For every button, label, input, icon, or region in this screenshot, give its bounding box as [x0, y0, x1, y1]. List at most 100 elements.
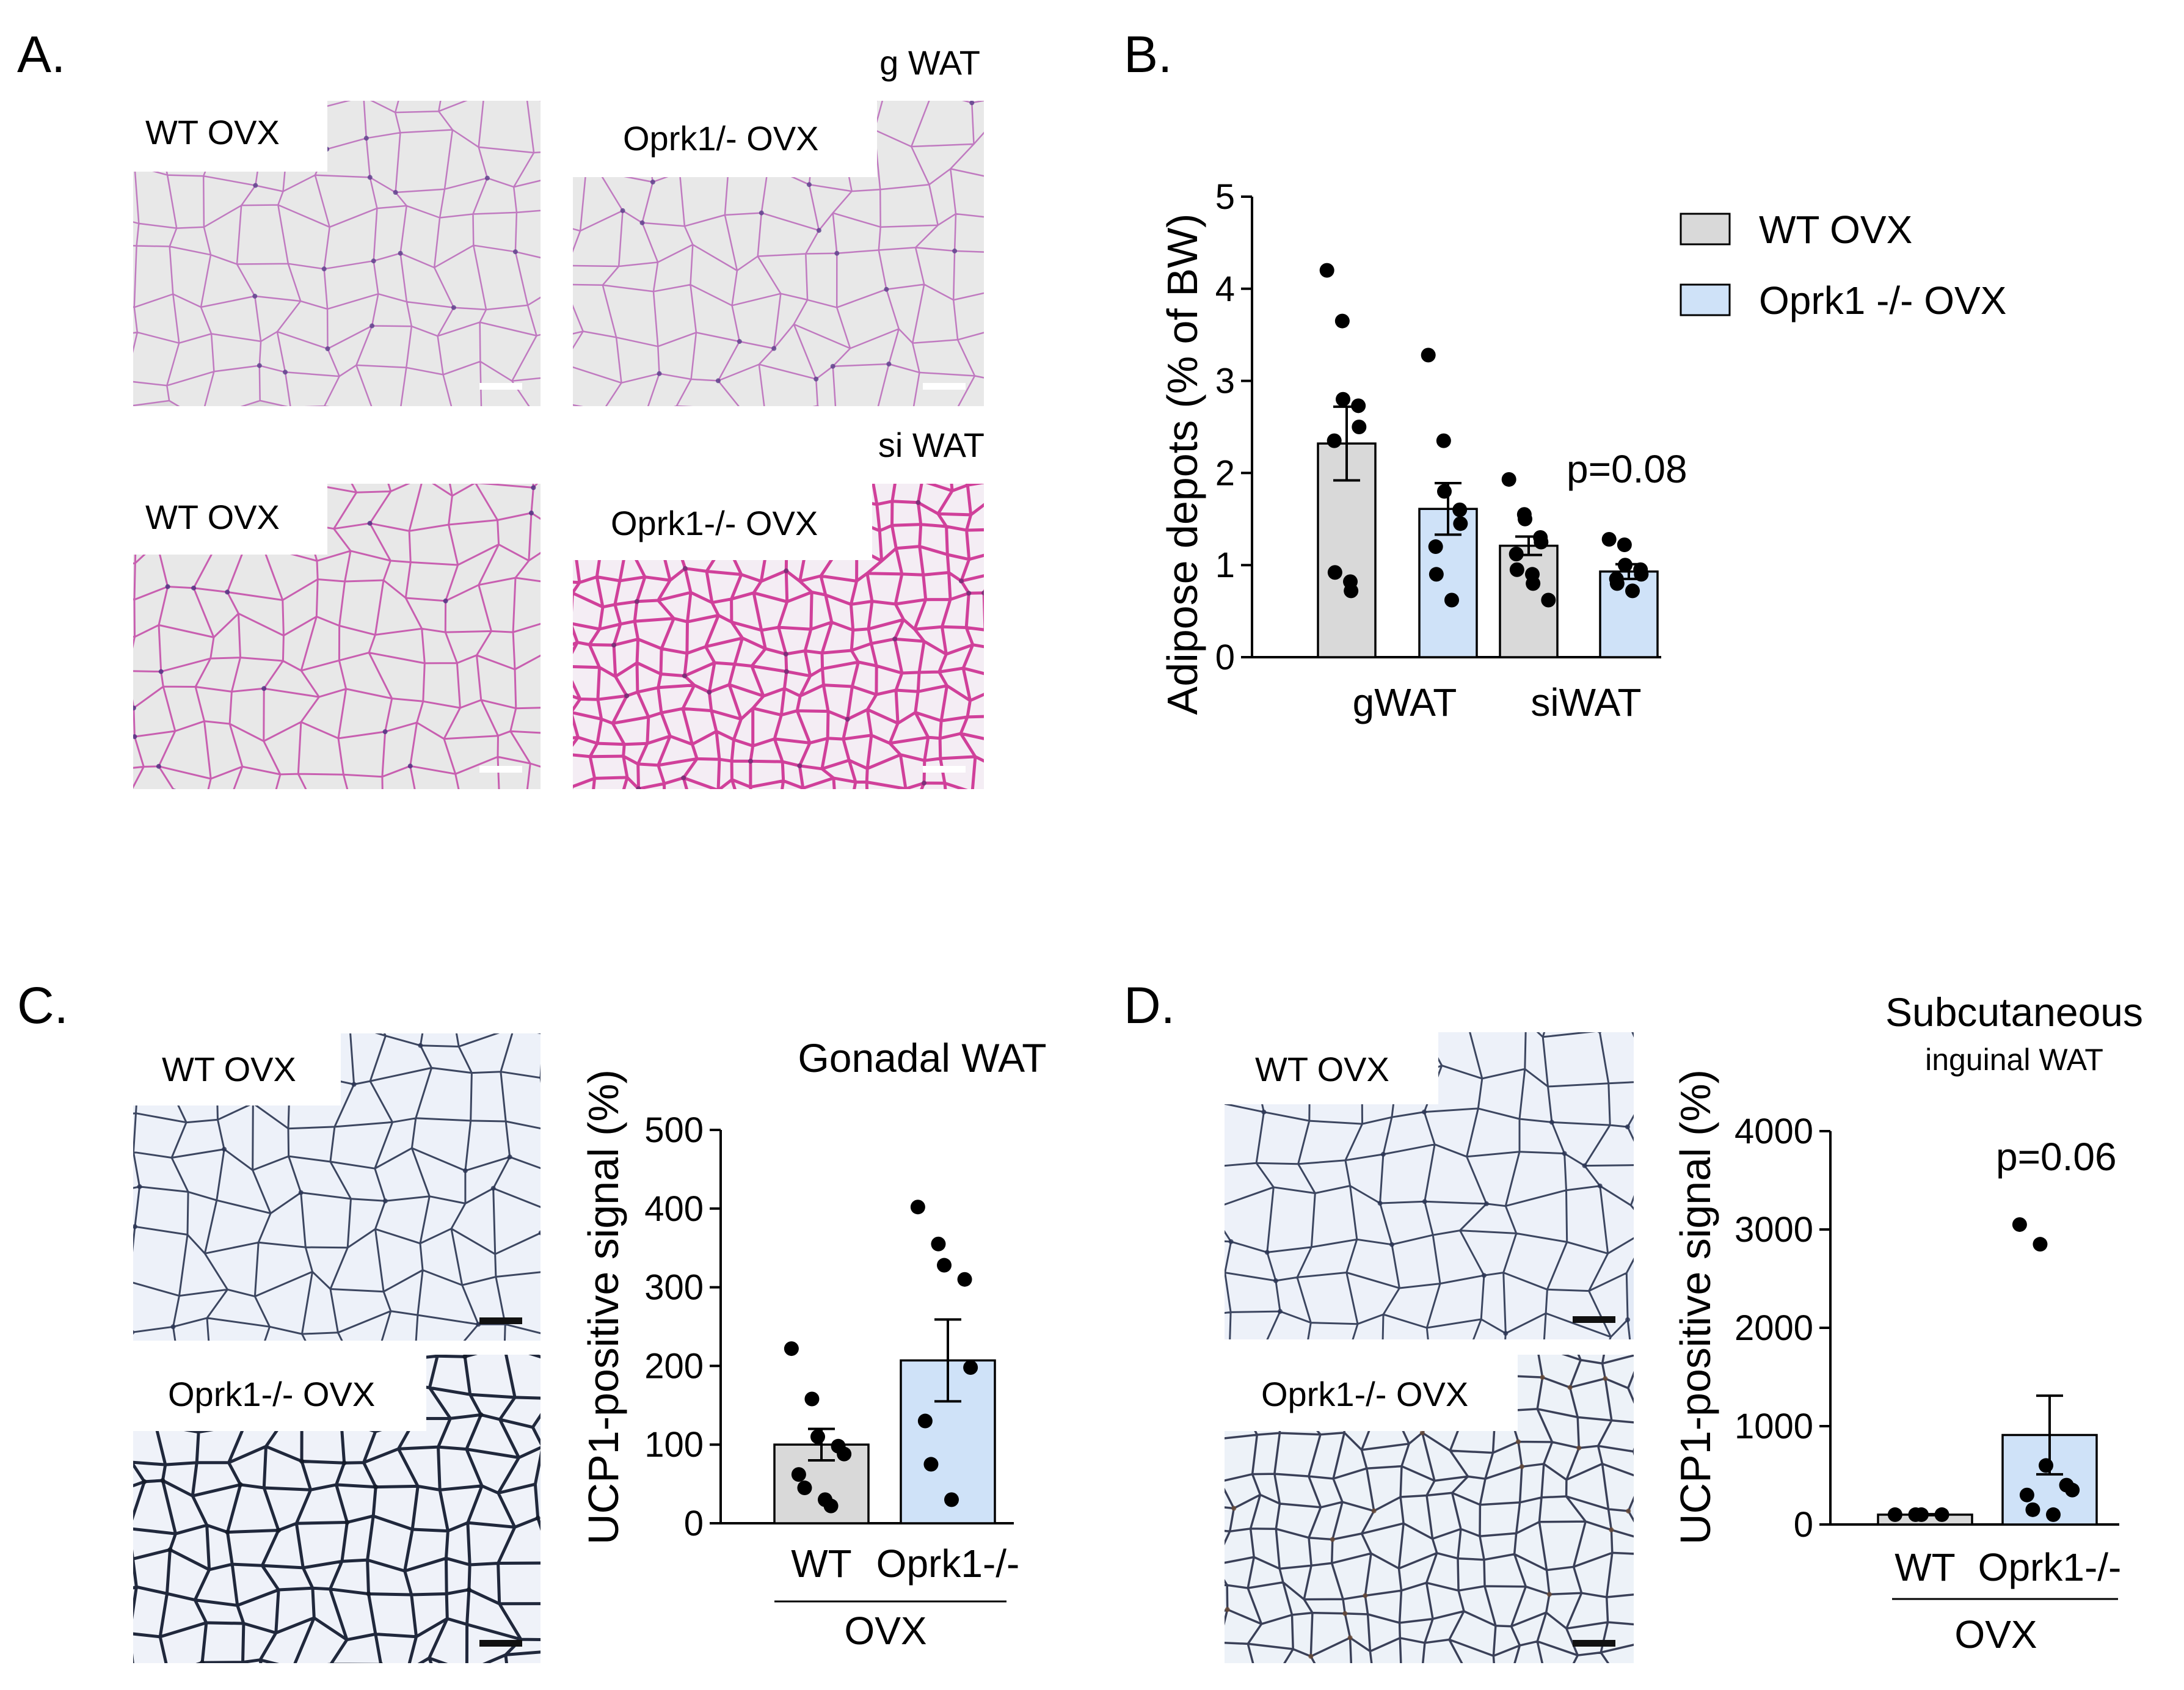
chart-b-ko-gwat-data-point	[1436, 433, 1451, 448]
chart-c-wt-data-point	[837, 1446, 852, 1462]
chart-d-title: Subcutaneous	[1885, 989, 2143, 1035]
chart-d-subcutaneous-ucp1: Subcutaneous inguinal WAT p=0.06 UCP1-po…	[1672, 989, 2143, 1656]
chart-c-category-ko: Oprk1-/-	[876, 1542, 1020, 1586]
chart-b-y-tick-label: 5	[1215, 177, 1235, 217]
image-label-d-wt: WT OVX	[1255, 1050, 1389, 1088]
chart-b-ko-gwat-data-point	[1437, 484, 1452, 499]
chart-d-group-label: OVX	[1954, 1612, 2037, 1656]
chart-d-y-tick-label: 2000	[1734, 1308, 1813, 1348]
chart-b-wt-siwat-data-point	[1526, 576, 1541, 591]
chart-b-wt-gwat-data-point	[1327, 565, 1342, 580]
chart-c-wt-data-point	[784, 1341, 799, 1357]
chart-b-ko-gwat-data-point	[1444, 592, 1459, 608]
image-label-box	[133, 1033, 341, 1105]
chart-b-y-tick-label: 0	[1215, 638, 1235, 677]
chart-d-ylabel: UCP1-positive signal (%)	[1672, 1069, 1719, 1545]
chart-d-wt-data-point	[1887, 1507, 1902, 1522]
chart-b-wt-siwat-data-point	[1509, 547, 1524, 562]
chart-b-y-tick-label: 2	[1215, 453, 1235, 493]
image-label-box	[133, 101, 327, 172]
chart-b-wt-gwat-data-point	[1336, 392, 1350, 407]
chart-c-y-tick-label: 200	[644, 1346, 704, 1386]
image-label-box	[1225, 1355, 1518, 1431]
chart-c-ko-data-point	[963, 1360, 978, 1375]
chart-b-ko-gwat-data-point	[1429, 567, 1444, 582]
chart-b-wt-siwat-data-point	[1501, 472, 1516, 487]
chart-d-y-tick-label: 4000	[1734, 1112, 1813, 1151]
chart-b-ko-gwat-data-point	[1453, 516, 1468, 531]
chart-b-category-gwat: gWAT	[1353, 680, 1457, 724]
chart-c-ko-data-point	[923, 1457, 939, 1472]
chart-c-ko-data-point	[957, 1272, 972, 1287]
section-label-siwat: si WAT	[878, 426, 985, 464]
chart-b-ko-siwat-data-point	[1601, 531, 1617, 547]
image-label-a-ko-siwat: Oprk1-/- OVX	[611, 504, 818, 542]
chart-c-ylabel: UCP1-positive signal (%)	[580, 1069, 627, 1545]
scale-bar	[479, 383, 522, 390]
micrograph-d-wt	[1225, 1032, 1634, 1339]
image-label-c-ko: Oprk1-/- OVX	[168, 1375, 375, 1413]
micrograph-d-ko	[1225, 1355, 1634, 1663]
image-label-a-wt-siwat: WT OVX	[145, 498, 280, 536]
scale-bar	[479, 1640, 522, 1647]
chart-d-category-wt: WT	[1895, 1545, 1956, 1589]
micrograph-c-ko	[133, 1355, 541, 1663]
chart-b-ko-siwat-data-point	[1625, 583, 1640, 599]
chart-d-ko-data-point	[2019, 1487, 2034, 1502]
chart-b-ylabel: Adipose depots (% of BW)	[1159, 214, 1206, 715]
micrograph-a-wt-gwat	[133, 101, 541, 406]
panel-letter-d: D.	[1124, 977, 1175, 1034]
chart-c-gonadal-ucp1: Gonadal WAT UCP1-positive signal (%) WT …	[580, 1035, 1047, 1653]
chart-b-wt-siwat-data-point	[1509, 562, 1524, 577]
panel-letter-b: B.	[1124, 26, 1172, 83]
chart-d-ko-data-point	[2012, 1217, 2027, 1232]
chart-b-wt-gwat-data-point	[1351, 398, 1366, 413]
chart-c-y-tick-label: 400	[644, 1189, 704, 1229]
chart-b-ko-siwat-bar	[1599, 570, 1659, 658]
chart-b-wt-siwat-bar	[1499, 544, 1559, 658]
chart-c-wt-data-point	[797, 1481, 812, 1496]
scale-bar	[1573, 1316, 1615, 1323]
chart-c-wt-data-point	[810, 1429, 825, 1444]
chart-b-y-tick-label: 1	[1215, 545, 1235, 585]
panel-letter-a: A.	[17, 26, 65, 83]
chart-b-legend: WT OVX Oprk1 -/- OVX	[1680, 208, 2006, 322]
chart-d-ko-data-point	[2025, 1502, 2040, 1517]
chart-b-wt-gwat-data-point	[1319, 263, 1334, 278]
chart-b-ko-gwat-data-point	[1421, 348, 1436, 363]
legend-label-wt: WT OVX	[1759, 208, 1912, 252]
chart-d-wt-data-point	[1934, 1507, 1949, 1522]
panel-letter-c: C.	[17, 977, 68, 1034]
scale-bar	[923, 383, 966, 390]
chart-d-wt-data-point	[1914, 1507, 1929, 1522]
chart-d-category-ko: Oprk1-/-	[1978, 1545, 2122, 1589]
chart-d-annotation-p: p=0.06	[1996, 1135, 2117, 1179]
chart-c-wt-data-point	[804, 1391, 820, 1407]
chart-b-ko-siwat-data-point	[1617, 537, 1632, 553]
chart-c-ko-data-point	[944, 1492, 959, 1507]
legend-label-ko: Oprk1 -/- OVX	[1759, 279, 2006, 322]
micrograph-a-ko-gwat	[573, 101, 984, 406]
chart-c-title: Gonadal WAT	[798, 1035, 1046, 1080]
micrograph-a-wt-siwat	[133, 484, 541, 789]
image-label-d-ko: Oprk1-/- OVX	[1261, 1375, 1468, 1413]
chart-c-group-label: OVX	[844, 1609, 926, 1653]
image-label-a-wt-gwat: WT OVX	[145, 113, 280, 151]
chart-c-ko-data-point	[917, 1413, 933, 1429]
chart-c-y-tick-label: 100	[644, 1425, 704, 1465]
chart-b-wt-siwat-data-point	[1541, 592, 1556, 608]
chart-b-ko-siwat-data-point	[1618, 558, 1633, 573]
chart-d-ko-data-point	[2046, 1507, 2061, 1522]
chart-b-wt-gwat-data-point	[1334, 313, 1350, 329]
chart-c-y-tick-label: 300	[644, 1268, 704, 1308]
chart-b-adipose-depots: Adipose depots (% of BW) gWAT siWAT p=0.…	[1159, 177, 2006, 724]
chart-b-y-tick-label: 4	[1215, 269, 1235, 309]
tissue-texture	[1225, 1032, 1634, 1339]
scale-bar	[479, 1317, 522, 1324]
chart-b-ko-gwat-data-point	[1428, 539, 1443, 555]
image-label-box	[1225, 1032, 1438, 1104]
chart-c-category-wt: WT	[791, 1542, 852, 1586]
chart-c-y-tick-label: 0	[684, 1504, 704, 1543]
image-label-a-ko-gwat: Oprk1/- OVX	[623, 119, 819, 158]
chart-b-ko-siwat-data-point	[1634, 567, 1649, 582]
